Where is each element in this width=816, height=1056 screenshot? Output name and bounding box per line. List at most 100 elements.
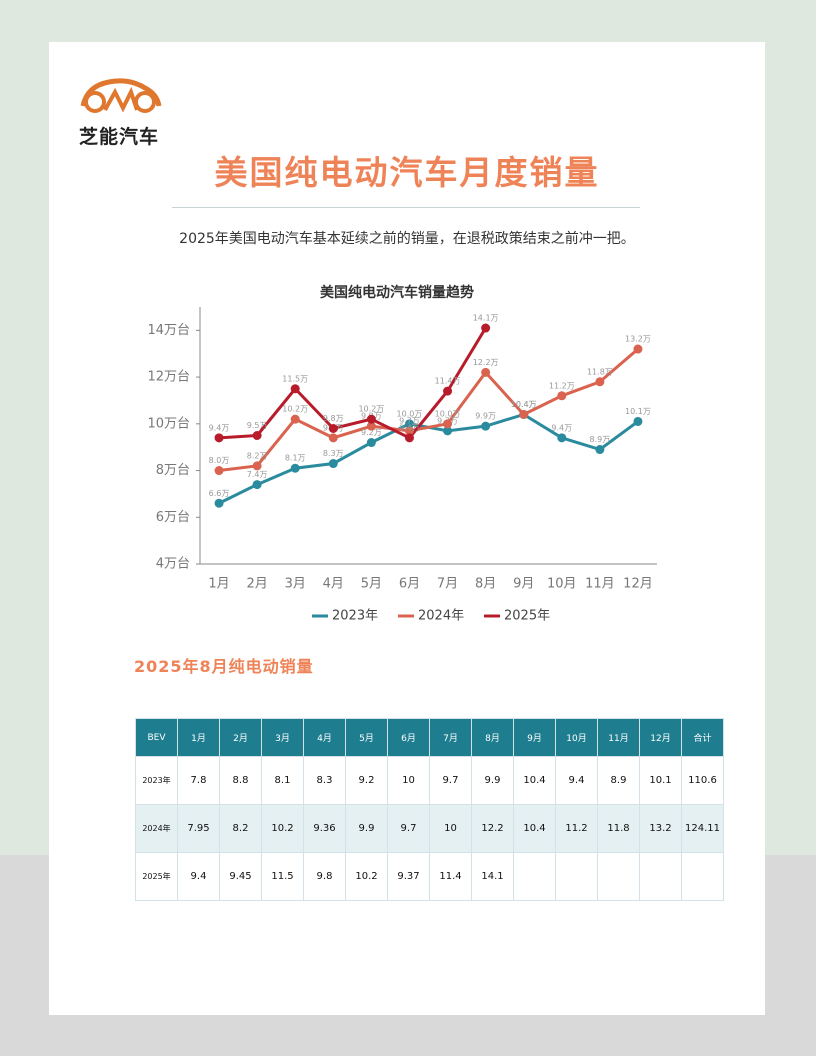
sales-table: BEV 1月 2月 3月 4月 5月 6月 7月 8月 9月 10月 11月 12月 合计 2023年 7.8… [135, 718, 724, 901]
data-point [557, 433, 567, 443]
data-label: 8.2万 [247, 451, 268, 460]
x-tick-label: 5月 [361, 577, 382, 592]
data-label: 9.7万 [399, 416, 420, 425]
table-cell: 10 [429, 804, 472, 853]
x-tick-label: 1月 [208, 577, 229, 592]
table-cell: 14.1 [471, 852, 514, 901]
x-tick-label: 10月 [547, 577, 577, 592]
table-cell: 9.9 [345, 804, 388, 853]
data-point [633, 344, 643, 354]
data-point [328, 433, 338, 443]
legend-label: 2025年 [504, 609, 550, 624]
table-row: 2024年 7.95 8.2 10.2 9.36 9.9 9.7 10 12.2 10.4 11.2… [135, 804, 724, 853]
data-label: 10.2万 [358, 405, 384, 414]
chart: 美国纯电动汽车销量趋势 4万台 6万台 8万台 10万台 12万台 14万台 1月 2月 3月 4… [147, 284, 657, 624]
divider [172, 207, 640, 208]
header-cell: 3月 [261, 718, 304, 757]
data-point [633, 416, 643, 426]
data-point [214, 433, 224, 443]
data-label: 11.8万 [587, 367, 613, 376]
data-label: 7.4万 [247, 470, 268, 479]
y-tick-label: 12万台 [147, 370, 190, 385]
table-cell: 9.2 [345, 756, 388, 805]
table-cell: 2025年 [135, 852, 178, 901]
table-cell: 8.9 [597, 756, 640, 805]
table-cell: 11.2 [555, 804, 598, 853]
brand: 芝能汽车 [79, 126, 160, 148]
data-label: 13.2万 [625, 335, 651, 344]
data-point [481, 323, 491, 333]
table-cell: 9.9 [471, 756, 514, 805]
header-cell: 12月 [639, 718, 682, 757]
section-title: 2025年8月纯电动销量 [134, 657, 314, 676]
table-cell: 10.1 [639, 756, 682, 805]
x-tick-label: 11月 [585, 577, 615, 592]
empty-cell [681, 852, 724, 901]
data-label: 8.9万 [590, 435, 611, 444]
data-label: 9.4万 [209, 423, 230, 432]
table-cell: 2023年 [135, 756, 178, 805]
x-tick-label: 3月 [285, 577, 306, 592]
data-label: 8.3万 [323, 449, 344, 458]
header-row: BEV 1月 2月 3月 4月 5月 6月 7月 8月 9月 10月 11月 12月 合计 [135, 718, 724, 757]
table-cell: 9.36 [303, 804, 346, 853]
legend-label: 2023年 [332, 609, 378, 624]
data-label: 11.4万 [435, 377, 461, 386]
table-cell: 110.6 [681, 756, 724, 805]
table-cell: 11.5 [261, 852, 304, 901]
table-cell: 8.3 [303, 756, 346, 805]
header-cell: 10月 [555, 718, 598, 757]
header-cell: BEV [135, 718, 178, 757]
table-cell: 11.8 [597, 804, 640, 853]
table-cell: 7.95 [177, 804, 220, 853]
x-tick-label: 6月 [399, 577, 420, 592]
table-cell: 8.1 [261, 756, 304, 805]
header-cell: 合计 [681, 718, 724, 757]
table-cell: 7.8 [177, 756, 220, 805]
table-cell: 9.8 [303, 852, 346, 901]
table-row: 2023年 7.8 8.8 8.1 8.3 9.2 10 9.7 9.9 10.4 9.4 8.9 10… [135, 756, 724, 805]
data-point [252, 431, 262, 440]
data-point [443, 419, 453, 429]
data-point [595, 445, 605, 455]
header-cell: 9月 [513, 718, 556, 757]
y-tick-label: 6万台 [156, 510, 190, 525]
data-label: 9.5万 [247, 421, 268, 430]
legend-label: 2024年 [418, 609, 464, 624]
table-cell: 10.4 [513, 804, 556, 853]
data-label: 11.5万 [282, 374, 308, 383]
data-point [252, 461, 262, 471]
data-label: 10.0万 [435, 409, 461, 418]
data-point [328, 459, 338, 469]
data-point [366, 414, 376, 424]
data-label: 9.4万 [399, 423, 420, 432]
data-label: 14.1万 [473, 314, 499, 323]
empty-cell [639, 852, 682, 901]
table-cell: 124.11 [681, 804, 724, 853]
data-point [557, 391, 567, 401]
table-cell: 9.7 [429, 756, 472, 805]
data-label: 10.1万 [625, 407, 651, 416]
data-point [290, 414, 300, 424]
header-cell: 5月 [345, 718, 388, 757]
y-tick-label: 4万台 [156, 557, 190, 572]
table-cell: 11.4 [429, 852, 472, 901]
data-point [404, 419, 414, 429]
table-cell: 10 [387, 756, 430, 805]
y-tick-label: 14万台 [147, 323, 190, 338]
table-cell: 10.4 [513, 756, 556, 805]
data-label: 6.6万 [209, 489, 230, 498]
y-tick-label: 8万台 [156, 463, 190, 478]
data-point [366, 421, 376, 431]
data-point [443, 386, 453, 396]
header-cell: 8月 [471, 718, 514, 757]
chart-title: 美国纯电动汽车销量趋势 [320, 284, 474, 301]
x-tick-label: 2月 [246, 577, 267, 592]
x-tick-label: 4月 [323, 577, 344, 592]
series-line [218, 327, 487, 440]
x-tick-label: 12月 [623, 577, 653, 592]
table-cell: 8.2 [219, 804, 262, 853]
table-cell: 9.4 [555, 756, 598, 805]
table-cell: 9.37 [387, 852, 430, 901]
